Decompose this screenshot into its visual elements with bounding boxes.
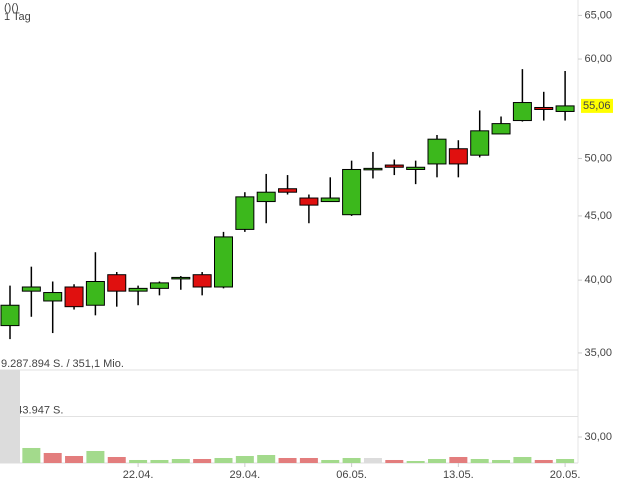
candle-body xyxy=(171,276,191,280)
y-tick-label: 35,00 xyxy=(584,347,612,359)
volume-bar xyxy=(513,456,532,463)
candle-body xyxy=(256,191,276,203)
candle-body xyxy=(427,138,447,165)
chart-title: ()() xyxy=(4,2,19,14)
volume-bar xyxy=(86,450,105,463)
candle-body xyxy=(555,105,575,112)
x-tick-label: 13.05. xyxy=(443,469,474,481)
volume-bar xyxy=(0,370,20,463)
candle-body xyxy=(299,197,319,206)
candle-body xyxy=(512,102,532,122)
volume-bar xyxy=(257,454,276,463)
candle-body xyxy=(470,130,490,156)
candle-body xyxy=(278,188,298,193)
x-tick-label: 29.04. xyxy=(230,469,261,481)
volume-bar xyxy=(428,458,446,463)
candle-body xyxy=(214,236,233,288)
volume-bar xyxy=(470,458,489,463)
volume-bar xyxy=(235,455,254,463)
volume-bar xyxy=(65,455,84,463)
y-tick-label: 40,00 xyxy=(584,274,612,286)
candle-body xyxy=(128,287,148,292)
volume-bar xyxy=(193,458,212,463)
volume-bar xyxy=(107,456,126,463)
x-tick-label: 06.05. xyxy=(336,469,367,481)
volume-bar xyxy=(214,457,233,463)
candle-body xyxy=(406,166,426,170)
y-tick-label: 65,00 xyxy=(584,9,612,21)
volume-bar xyxy=(299,457,318,463)
candle-body xyxy=(192,274,212,288)
last-price-label: 55,06 xyxy=(583,100,611,112)
candle-body xyxy=(320,197,340,203)
volume-tick-label: 9.287.894 S. / 351,1 Mio. xyxy=(1,358,124,370)
x-tick-label: 20.05. xyxy=(550,469,581,481)
candle-body xyxy=(64,286,84,308)
chart-subtitle: 1 Tag xyxy=(4,11,31,23)
volume-bar xyxy=(129,459,148,463)
volume-bar xyxy=(150,459,169,463)
candle-body xyxy=(149,282,169,289)
candle-body xyxy=(0,304,20,327)
candle-body xyxy=(491,123,511,135)
volume-bar xyxy=(385,459,404,463)
y-tick-label: 30,00 xyxy=(584,431,612,443)
volume-bar xyxy=(534,459,553,463)
candle-body xyxy=(107,274,127,292)
candle-body xyxy=(363,167,383,171)
candle-body xyxy=(448,148,468,165)
volume-bar xyxy=(22,447,41,463)
candle-body xyxy=(235,196,255,230)
volume-bar xyxy=(449,456,468,463)
volume-bar xyxy=(492,459,511,463)
volume-bar xyxy=(342,457,361,463)
volume-bar xyxy=(363,457,382,463)
candle-body xyxy=(534,106,554,110)
y-tick-label: 45,00 xyxy=(584,210,612,222)
volume-bar xyxy=(321,459,340,463)
candle-body xyxy=(21,286,41,292)
candle-body xyxy=(384,164,404,168)
volume-bar xyxy=(556,458,575,463)
x-tick-label: 22.04. xyxy=(123,469,154,481)
volume-bar xyxy=(43,452,62,463)
volume-bar xyxy=(406,460,425,463)
candle-body xyxy=(43,292,63,302)
candle-body xyxy=(85,280,105,306)
volume-bar xyxy=(171,458,190,463)
last-price-box xyxy=(581,98,613,113)
y-tick-label: 60,00 xyxy=(584,53,612,65)
volume-bar xyxy=(278,457,297,463)
candle-body xyxy=(342,168,362,216)
y-tick-label: 50,00 xyxy=(584,152,612,164)
